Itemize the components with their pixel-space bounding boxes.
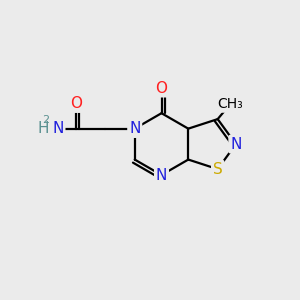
Text: N: N bbox=[129, 121, 140, 136]
Text: O: O bbox=[155, 81, 167, 96]
Text: H: H bbox=[38, 121, 49, 136]
Text: CH₃: CH₃ bbox=[218, 97, 243, 111]
Text: O: O bbox=[70, 96, 82, 111]
Text: N: N bbox=[52, 121, 64, 136]
Text: N: N bbox=[156, 167, 167, 182]
Text: S: S bbox=[213, 162, 223, 177]
Text: N: N bbox=[230, 136, 242, 152]
Text: 2: 2 bbox=[42, 116, 49, 125]
